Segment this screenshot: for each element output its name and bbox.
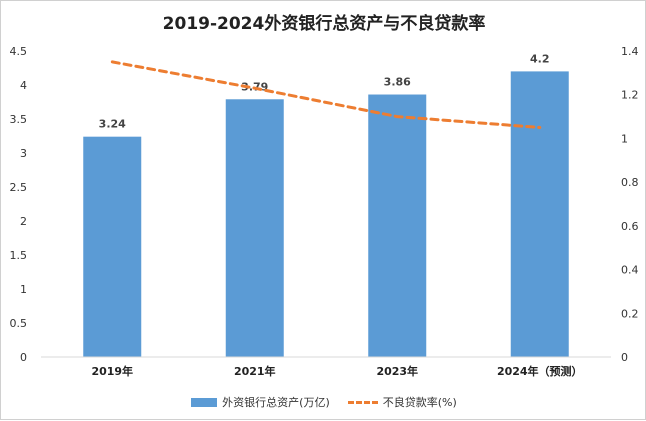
y-left-tick-3: 1.5	[10, 249, 28, 262]
npl-rate-line	[110, 60, 542, 129]
bar-2	[368, 94, 427, 358]
legend-label-assets: 外资银行总资产(万亿)	[222, 396, 330, 409]
bar-data-label-2: 3.86	[384, 76, 411, 89]
y-left-tick-2: 1	[20, 283, 27, 296]
bar-0	[83, 136, 142, 357]
y-right-tick-6: 1.2	[621, 89, 639, 102]
x-category-label-3: 2024年（预测）	[497, 364, 583, 378]
y-left-tick-9: 4.5	[10, 45, 28, 58]
x-category-label-0: 2019年	[91, 364, 133, 378]
y-right-tick-1: 0.2	[621, 307, 639, 320]
y-right-tick-2: 0.4	[621, 264, 639, 277]
bar-data-label-0: 3.24	[99, 118, 126, 131]
y-left-tick-1: 0.5	[10, 317, 28, 330]
y-right-tick-3: 0.6	[621, 220, 639, 233]
legend-label-npl: 不良贷款率(%)	[382, 396, 457, 409]
x-category-label-1: 2021年	[234, 364, 276, 378]
legend-swatch-line	[347, 400, 378, 404]
y-right-tick-5: 1	[621, 132, 628, 145]
y-right-tick-4: 0.8	[621, 176, 639, 189]
bar-1	[225, 99, 284, 357]
legend-item-npl: 不良贷款率(%)	[347, 394, 457, 410]
chart-title: 2019-2024外资银行总资产与不良贷款率	[162, 14, 486, 34]
y-left-tick-4: 2	[20, 215, 27, 228]
y-right-tick-7: 1.4	[621, 45, 639, 58]
y-left-tick-5: 2.5	[10, 181, 28, 194]
y-left-tick-0: 0	[20, 351, 27, 364]
chart-legend: 外资银行总资产(万亿) 不良贷款率(%)	[1, 394, 646, 410]
y-left-tick-7: 3.5	[10, 113, 28, 126]
bar-data-label-3: 4.2	[530, 52, 550, 65]
legend-swatch-bar	[191, 397, 218, 407]
x-category-label-2: 2023年	[376, 364, 418, 378]
y-left-tick-6: 3	[20, 147, 27, 160]
bar-3	[510, 71, 569, 358]
y-right-tick-0: 0	[621, 351, 628, 364]
legend-item-assets: 外资银行总资产(万亿)	[191, 394, 330, 410]
y-left-tick-8: 4	[20, 79, 27, 92]
